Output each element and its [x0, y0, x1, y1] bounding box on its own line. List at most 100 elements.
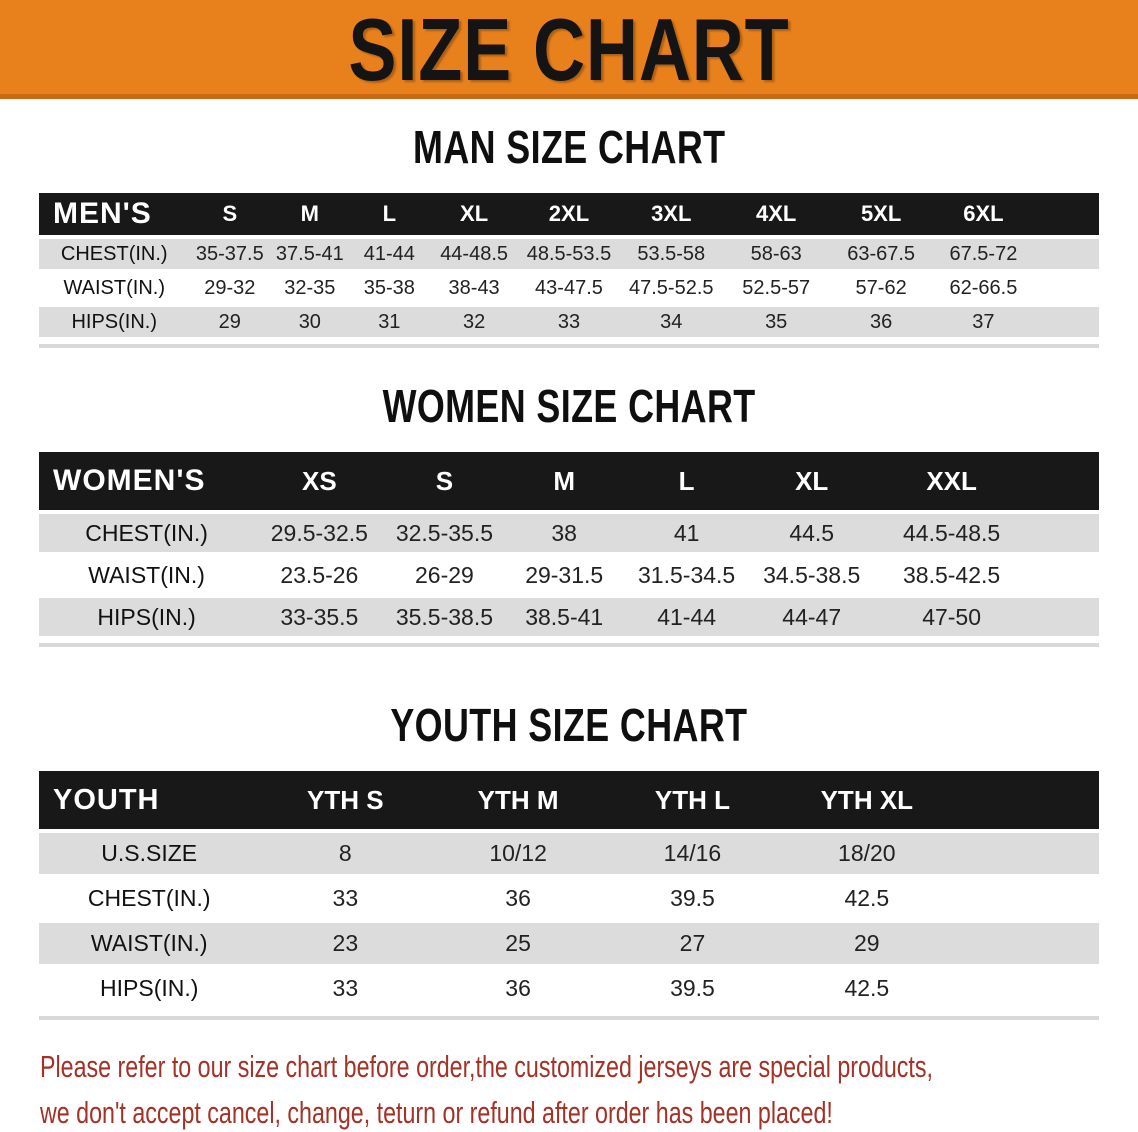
measurement-value: 18/20 [779, 833, 954, 874]
measurement-label: HIPS(IN.) [39, 307, 190, 337]
banner-title: SIZE CHART [348, 0, 790, 99]
measurement-value: 47-50 [874, 598, 1029, 636]
measurement-value: 62-66.5 [933, 273, 1034, 303]
measurement-value: 29.5-32.5 [254, 514, 385, 552]
measurement-row: HIPS(IN.) 33 36 39.5 42.5 [39, 968, 1099, 1009]
measurement-value: 44.5-48.5 [874, 514, 1029, 552]
size-table-header-row: WOMEN'S XS S M L XL XXL [39, 452, 1099, 510]
measurement-value: 42.5 [779, 878, 954, 919]
measurement-value: 38-43 [429, 273, 520, 303]
size-column-header: YTH M [431, 771, 606, 829]
measurement-value: 44.5 [749, 514, 875, 552]
filler-cell [1033, 193, 1099, 235]
size-table-header-row: YOUTH YTH S YTH M YTH L YTH XL [39, 771, 1099, 829]
measurement-row: CHEST(IN.) 29.5-32.5 32.5-35.5 38 41 44.5 44.5… [39, 514, 1099, 552]
measurement-value: 47.5-52.5 [618, 273, 724, 303]
measurement-value: 58-63 [723, 239, 829, 269]
size-column-header: XL [749, 452, 875, 510]
measurement-value: 36 [828, 307, 934, 337]
measurement-value: 32.5-35.5 [384, 514, 505, 552]
filler-cell [1033, 273, 1099, 303]
filler-cell [953, 923, 1099, 964]
measurement-row: HIPS(IN.) 29 30 31 32 33 34 35 36 37 [39, 307, 1099, 337]
measurement-value: 37 [933, 307, 1034, 337]
measurement-value: 38.5-41 [504, 598, 625, 636]
measurement-row: WAIST(IN.) 29-32 32-35 35-38 38-43 43-47.5 47.… [39, 273, 1099, 303]
measurement-value: 27 [605, 923, 780, 964]
men-size-table: MEN'S S M L XL 2XL 3XL 4XL 5XL 6XL CHEST(IN.) 35-37… [39, 189, 1099, 341]
measurement-value: 36 [431, 878, 606, 919]
women-section-heading: WOMEN SIZE CHART [0, 380, 1138, 432]
table-group-label: WOMEN'S [39, 452, 255, 510]
measurement-value: 39.5 [605, 878, 780, 919]
size-column-header: S [189, 193, 271, 235]
filler-cell [1033, 239, 1099, 269]
filler-cell [953, 878, 1099, 919]
measurement-value: 41-44 [624, 598, 750, 636]
measurement-row: HIPS(IN.) 33-35.5 35.5-38.5 38.5-41 41-44 44-… [39, 598, 1099, 636]
notice-line-1: Please refer to our size chart before or… [40, 1049, 933, 1084]
section-women: WOMEN SIZE CHART WOMEN'S XS S M L XL XXL CHEST(… [0, 380, 1138, 647]
measurement-value: 44-48.5 [429, 239, 520, 269]
measurement-value: 8 [259, 833, 432, 874]
size-column-header: M [504, 452, 625, 510]
measurement-value: 33 [259, 968, 432, 1009]
measurement-label: WAIST(IN.) [39, 556, 255, 594]
measurement-value: 34 [618, 307, 724, 337]
measurement-label: CHEST(IN.) [39, 878, 260, 919]
measurement-value: 44-47 [749, 598, 875, 636]
size-column-header: XS [254, 452, 385, 510]
measurement-label: CHEST(IN.) [39, 239, 190, 269]
measurement-value: 43-47.5 [519, 273, 619, 303]
size-column-header: 4XL [723, 193, 829, 235]
measurement-value: 30 [270, 307, 350, 337]
measurement-value: 26-29 [384, 556, 505, 594]
size-column-header: XXL [874, 452, 1029, 510]
measurement-value: 36 [431, 968, 606, 1009]
filler-cell [1028, 514, 1099, 552]
measurement-row: CHEST(IN.) 35-37.5 37.5-41 41-44 44-48.5 48.5… [39, 239, 1099, 269]
size-column-header: L [624, 452, 750, 510]
size-chart-content: MAN SIZE CHART MEN'S S M L XL 2XL 3XL 4XL 5XL 6XL… [0, 121, 1138, 1020]
measurement-label: WAIST(IN.) [39, 273, 190, 303]
measurement-value: 67.5-72 [933, 239, 1034, 269]
measurement-row: U.S.SIZE 8 10/12 14/16 18/20 [39, 833, 1099, 874]
measurement-value: 38 [504, 514, 625, 552]
measurement-value: 41-44 [349, 239, 430, 269]
measurement-value: 42.5 [779, 968, 954, 1009]
size-column-header: 6XL [933, 193, 1034, 235]
measurement-value: 14/16 [605, 833, 780, 874]
measurement-value: 35 [723, 307, 829, 337]
table-group-label: YOUTH [39, 771, 260, 829]
men-section-heading: MAN SIZE CHART [0, 121, 1138, 173]
measurement-value: 33-35.5 [254, 598, 385, 636]
size-column-header: 5XL [828, 193, 934, 235]
youth-section-heading-text: YOUTH SIZE CHART [390, 699, 748, 751]
measurement-value: 41 [624, 514, 750, 552]
filler-cell [1028, 452, 1099, 510]
measurement-value: 29 [779, 923, 954, 964]
measurement-value: 31.5-34.5 [624, 556, 750, 594]
filler-cell [953, 771, 1099, 829]
men-section-heading-text: MAN SIZE CHART [412, 121, 726, 173]
measurement-value: 33 [259, 878, 432, 919]
women-size-table: WOMEN'S XS S M L XL XXL CHEST(IN.) 29.5-32.5 32.5… [39, 448, 1099, 640]
measurement-value: 31 [349, 307, 430, 337]
measurement-value: 25 [431, 923, 606, 964]
size-column-header: YTH XL [779, 771, 954, 829]
measurement-value: 23 [259, 923, 432, 964]
filler-cell [953, 968, 1099, 1009]
size-column-header: YTH S [259, 771, 432, 829]
section-men: MAN SIZE CHART MEN'S S M L XL 2XL 3XL 4XL 5XL 6XL… [0, 121, 1138, 348]
size-column-header: XL [429, 193, 520, 235]
size-column-header: 2XL [519, 193, 619, 235]
measurement-row: CHEST(IN.) 33 36 39.5 42.5 [39, 878, 1099, 919]
measurement-value: 57-62 [828, 273, 934, 303]
measurement-label: U.S.SIZE [39, 833, 260, 874]
measurement-row: WAIST(IN.) 23 25 27 29 [39, 923, 1099, 964]
measurement-value: 35-37.5 [189, 239, 271, 269]
measurement-value: 39.5 [605, 968, 780, 1009]
size-column-header: L [349, 193, 430, 235]
order-notice: Please refer to our size chart before or… [0, 1044, 1138, 1132]
measurement-value: 52.5-57 [723, 273, 829, 303]
